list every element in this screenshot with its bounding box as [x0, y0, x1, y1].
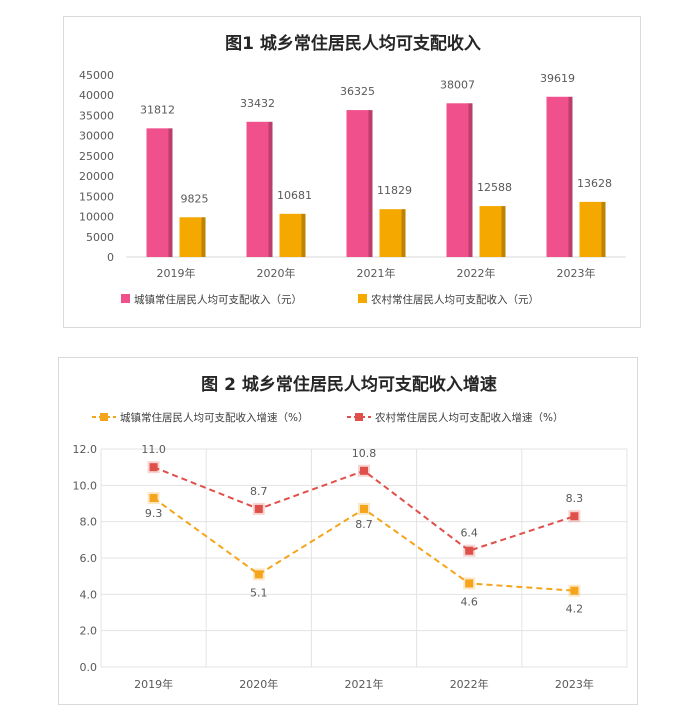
y-tick-label: 6.0 [80, 552, 98, 565]
bar-urban [246, 121, 269, 257]
data-label: 33432 [240, 97, 275, 110]
data-point [465, 546, 474, 555]
data-label: 9.3 [145, 507, 163, 520]
y-tick-label: 8.0 [80, 516, 98, 529]
data-point [360, 466, 368, 475]
legend-label: 农村常住居民人均可支配收入增速（%） [375, 411, 563, 424]
x-tick-label: 2023年 [557, 266, 596, 280]
bar-urban [446, 103, 469, 257]
data-point [360, 504, 368, 513]
bar-rural [179, 217, 202, 257]
y-tick-label: 10000 [79, 211, 114, 224]
bar-side-urban [268, 121, 273, 257]
data-point [570, 586, 579, 595]
bar-side-rural [301, 213, 306, 257]
data-point [254, 504, 263, 513]
y-tick-label: 5000 [86, 231, 114, 244]
x-tick-label: 2021年 [345, 677, 384, 691]
data-label: 8.7 [355, 518, 373, 531]
data-label: 10681 [277, 189, 312, 202]
bar-urban [346, 110, 369, 257]
growth-chart-panel: 图 2 城乡常住居民人均可支配收入增速 12.0 10.0 8.0 6.0 4.0 2.0… [58, 357, 638, 705]
data-label: 4.2 [566, 603, 584, 616]
data-label: 8.3 [566, 492, 584, 505]
legend-label: 农村常住居民人均可支配收入（元） [371, 293, 539, 306]
income-bar-chart: 图1 城乡常住居民人均可支配收入 45000 40000 35000 30000 250… [79, 33, 626, 306]
bar-side-rural [401, 209, 406, 257]
y-tick-label: 35000 [79, 109, 114, 122]
data-label: 31812 [140, 103, 175, 116]
data-label: 11.0 [141, 443, 166, 456]
data-label: 5.1 [250, 586, 267, 599]
x-tick-label: 2022年 [457, 266, 496, 280]
data-point [254, 570, 263, 579]
x-tick-label: 2020年 [257, 266, 296, 280]
x-tick-label: 2019年 [157, 266, 196, 280]
y-tick-label: 40000 [79, 89, 114, 102]
data-label: 13628 [577, 177, 612, 190]
legend-marker [355, 413, 363, 421]
legend-swatch [121, 294, 130, 303]
data-label: 9825 [181, 192, 209, 205]
y-tick-label: 30000 [79, 130, 114, 143]
legend-swatch [358, 294, 367, 303]
y-tick-label: 10.0 [73, 479, 98, 492]
data-label: 11829 [377, 184, 412, 197]
y-tick-label: 0 [107, 251, 114, 264]
data-point [149, 463, 158, 472]
y-tick-label: 2.0 [80, 625, 98, 638]
x-tick-label: 2021年 [357, 266, 396, 280]
bar-side-rural [601, 201, 606, 257]
bar-urban [546, 96, 569, 257]
legend-marker [100, 413, 108, 421]
bar-urban [146, 128, 169, 257]
data-point [149, 494, 158, 503]
bar-side-urban [168, 128, 173, 257]
y-tick-label: 45000 [79, 69, 114, 82]
y-tick-label: 20000 [79, 170, 114, 183]
data-point [570, 512, 579, 521]
x-tick-label: 2022年 [450, 677, 489, 691]
y-tick-label: 15000 [79, 190, 114, 203]
data-label: 4.6 [460, 595, 478, 608]
growth-line-chart: 图 2 城乡常住居民人均可支配收入增速 12.0 10.0 8.0 6.0 4.0 2.0… [73, 374, 628, 691]
bar-side-urban [568, 96, 573, 257]
y-tick-label: 0.0 [80, 661, 98, 674]
x-tick-label: 2019年 [134, 677, 173, 691]
legend-label: 城镇常住居民人均可支配收入（元） [134, 293, 302, 306]
income-chart-panel: 图1 城乡常住居民人均可支配收入 45000 40000 35000 30000 250… [63, 16, 641, 328]
bar-side-urban [368, 110, 373, 257]
bar-side-urban [468, 103, 473, 257]
chart-title: 图 2 城乡常住居民人均可支配收入增速 [201, 374, 497, 395]
y-tick-label: 4.0 [80, 588, 98, 601]
y-tick-label: 25000 [79, 150, 114, 163]
legend-label: 城镇常住居民人均可支配收入增速（%） [120, 411, 308, 424]
data-label: 12588 [477, 181, 512, 194]
data-label: 36325 [340, 85, 375, 98]
data-label: 38007 [440, 78, 475, 91]
chart-title: 图1 城乡常住居民人均可支配收入 [225, 33, 481, 54]
data-label: 8.7 [250, 485, 267, 498]
data-label: 39619 [540, 72, 575, 85]
bar-rural [279, 213, 302, 257]
data-point [465, 579, 474, 588]
x-tick-label: 2023年 [555, 677, 594, 691]
bar-rural [479, 206, 502, 257]
bar-rural [379, 209, 402, 257]
bar-side-rural [501, 206, 506, 257]
bar-rural [579, 201, 602, 257]
data-label: 6.4 [460, 527, 478, 540]
x-tick-label: 2020年 [239, 677, 278, 691]
y-tick-label: 12.0 [73, 443, 98, 456]
bar-side-rural [201, 217, 206, 257]
data-label: 10.8 [352, 447, 377, 460]
